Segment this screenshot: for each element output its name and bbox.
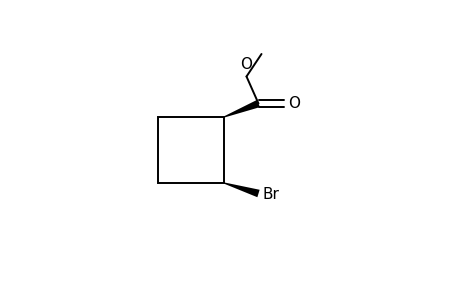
Polygon shape <box>224 182 259 197</box>
Polygon shape <box>223 100 259 118</box>
Text: Br: Br <box>262 187 279 202</box>
Text: O: O <box>240 57 252 72</box>
Text: O: O <box>288 96 300 111</box>
